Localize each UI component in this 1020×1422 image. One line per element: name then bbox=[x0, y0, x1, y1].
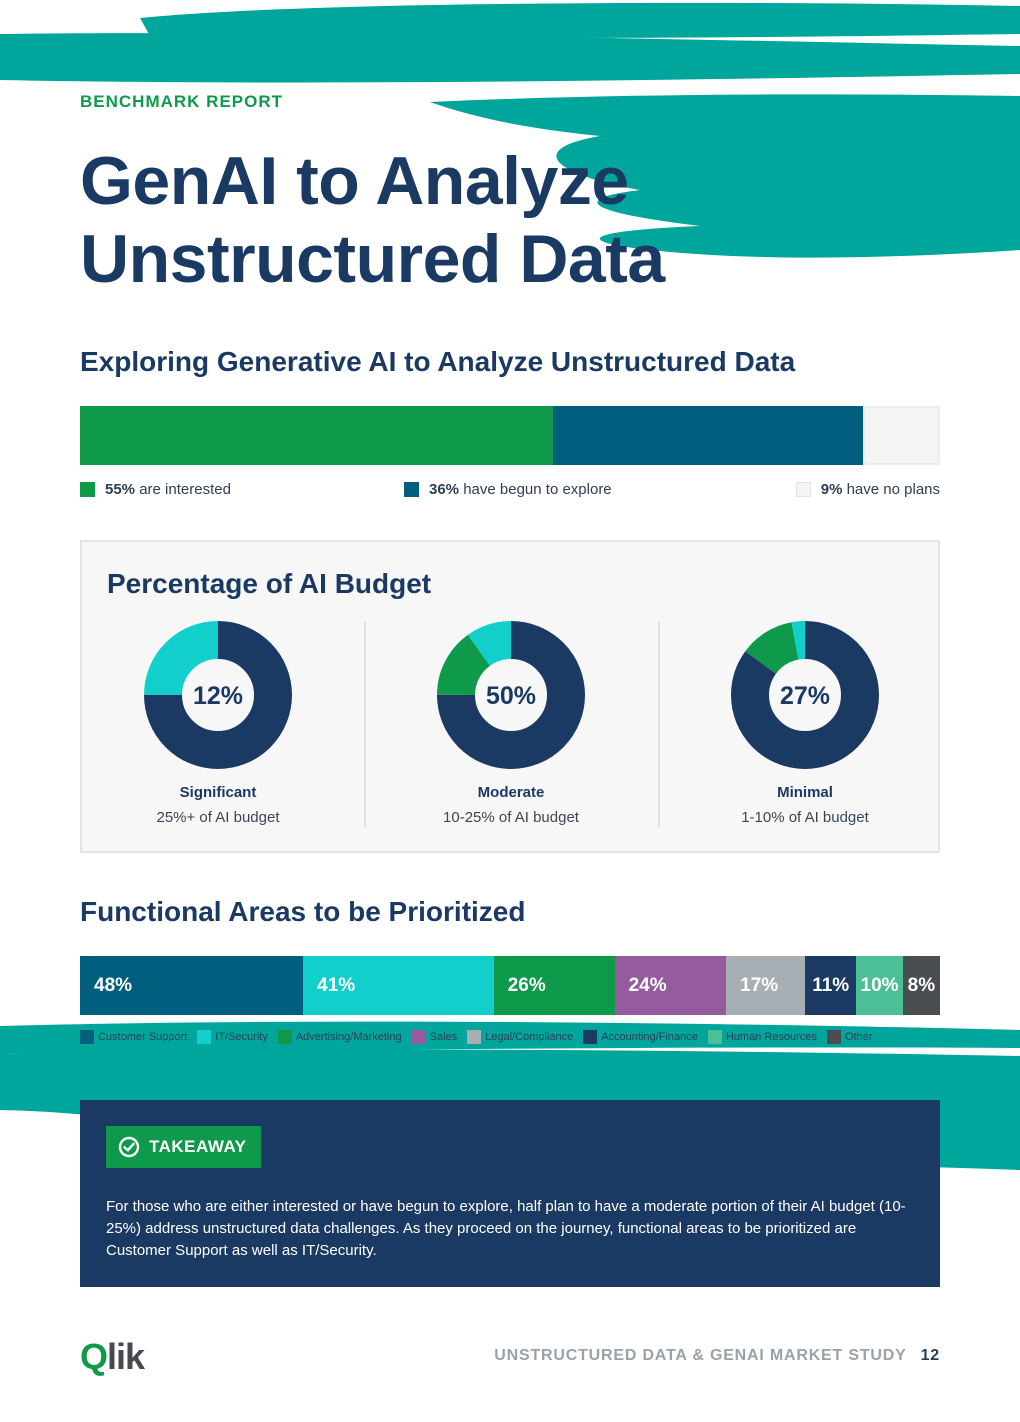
legend-label: Accounting/Finance bbox=[601, 1031, 698, 1043]
legend-label: Other bbox=[844, 1031, 873, 1043]
legend-item-no-plans: 9% have no plans bbox=[795, 481, 940, 498]
donut-sublabel: 25%+ of AI budget bbox=[156, 809, 280, 826]
donut-center-value: 12% bbox=[193, 682, 243, 710]
budget-heading: Percentage of AI Budget bbox=[107, 568, 432, 599]
donut-moderate: 50% Moderate 10-25% of AI budget bbox=[401, 620, 621, 826]
legend-item-interested: 55% are interested bbox=[80, 481, 231, 498]
donut-slice-teal bbox=[144, 621, 292, 769]
card-divider bbox=[658, 622, 660, 827]
budget-card: Percentage of AI Budget 12% Significant … bbox=[80, 540, 940, 853]
takeaway-badge-label: TAKEAWAY bbox=[149, 1137, 247, 1156]
title-line-2: Unstructured Data bbox=[80, 221, 665, 297]
donut-significant: 12% Significant 25%+ of AI budget bbox=[108, 620, 328, 826]
donut-minimal: 27% Minimal 1-10% of AI budget bbox=[695, 620, 915, 826]
legend-text: have begun to explore bbox=[463, 481, 612, 498]
takeaway-badge: TAKEAWAY bbox=[106, 1126, 261, 1168]
donut-chart: 12% bbox=[144, 621, 292, 769]
functional-legend: Customer Support IT/Security Advertising/M… bbox=[80, 1030, 940, 1044]
legend-swatch bbox=[795, 482, 811, 497]
functional-legend-item: Advertising/Marketing bbox=[277, 1030, 402, 1044]
footer-study-title: UNSTRUCTURED DATA & GENAI MARKET STUDY bbox=[494, 1347, 907, 1364]
donut-center-value: 50% bbox=[486, 682, 536, 710]
donut-slice-teal bbox=[437, 621, 585, 769]
donut-sublabel: 1-10% of AI budget bbox=[741, 809, 869, 826]
title-line-1: GenAI to Analyze bbox=[80, 143, 629, 219]
functional-bar-segment: 17% bbox=[726, 956, 806, 1015]
legend-label: Legal/Compliance bbox=[485, 1031, 574, 1043]
legend-swatch bbox=[80, 482, 95, 497]
donut-sublabel: 10-25% of AI budget bbox=[443, 809, 579, 826]
legend-swatch bbox=[467, 1030, 482, 1044]
report-eyebrow: BENCHMARK REPORT bbox=[80, 92, 283, 111]
legend-label: Customer Support bbox=[98, 1031, 188, 1043]
legend-swatch bbox=[197, 1030, 212, 1044]
page-number: 12 bbox=[920, 1347, 940, 1364]
functional-legend-item: Sales bbox=[411, 1030, 458, 1044]
functional-bar-segment: 26% bbox=[493, 956, 615, 1015]
functional-legend-item: Legal/Compliance bbox=[467, 1030, 573, 1044]
donut-label: Significant bbox=[179, 784, 257, 801]
functional-stacked-bar: 48% 41% 26% 24% 17% 11% 10% 8% bbox=[80, 956, 940, 1015]
interest-bar-segment bbox=[862, 406, 940, 465]
interest-stacked-bar bbox=[80, 406, 940, 465]
page-title: GenAI to Analyze Unstructured Data bbox=[80, 142, 665, 298]
legend-swatch bbox=[80, 1030, 94, 1044]
legend-pct: 9% bbox=[820, 481, 843, 498]
check-circle-icon bbox=[118, 1136, 140, 1158]
donut-slice-teal bbox=[731, 621, 879, 769]
functional-legend-item: Customer Support bbox=[80, 1030, 187, 1044]
takeaway-panel: TAKEAWAY For those who are either intere… bbox=[80, 1100, 940, 1287]
functional-legend-item: IT/Security bbox=[197, 1030, 268, 1044]
functional-bar-segment: 48% bbox=[80, 956, 304, 1015]
donut-center-value: 27% bbox=[780, 682, 830, 710]
functional-legend-item: Human Resources bbox=[707, 1030, 817, 1044]
donut-chart: 27% bbox=[731, 621, 879, 769]
legend-text: are interested bbox=[139, 481, 231, 498]
legend-swatch bbox=[411, 1030, 426, 1044]
legend-label: Advertising/Marketing bbox=[295, 1031, 402, 1043]
legend-swatch bbox=[583, 1030, 598, 1044]
legend-label: Human Resources bbox=[725, 1031, 817, 1043]
functional-legend-item: Other bbox=[826, 1030, 873, 1044]
card-divider bbox=[364, 622, 366, 827]
legend-swatch bbox=[277, 1030, 292, 1044]
donut-label: Minimal bbox=[777, 784, 833, 801]
functional-bar-segment: 41% bbox=[303, 956, 494, 1015]
legend-label: Sales bbox=[429, 1031, 458, 1043]
functional-bar-segment: 8% bbox=[902, 956, 940, 1015]
legend-swatch bbox=[404, 482, 419, 497]
donut-chart: 50% bbox=[437, 621, 585, 769]
donut-label: Moderate bbox=[477, 784, 545, 801]
legend-pct: 36% bbox=[429, 481, 460, 498]
functional-bar-segment: 24% bbox=[614, 956, 727, 1015]
exploring-heading: Exploring Generative AI to Analyze Unstr… bbox=[80, 346, 796, 377]
legend-text: have no plans bbox=[846, 481, 940, 498]
functional-legend-item: Accounting/Finance bbox=[583, 1030, 698, 1044]
functional-bar-segment: 11% bbox=[805, 956, 857, 1015]
interest-legend: 55% are interested 36% have begun to exp… bbox=[80, 481, 940, 499]
footer: UNSTRUCTURED DATA & GENAI MARKET STUDY 12 bbox=[494, 1347, 940, 1365]
functional-bar-segment: 10% bbox=[856, 956, 903, 1015]
legend-item-explore: 36% have begun to explore bbox=[404, 481, 612, 498]
legend-swatch bbox=[707, 1030, 722, 1044]
legend-swatch bbox=[826, 1030, 841, 1044]
legend-pct: 55% bbox=[105, 481, 136, 498]
takeaway-text: For those who are either interested or h… bbox=[106, 1198, 906, 1259]
qlik-logo: Qlik bbox=[80, 1336, 145, 1377]
functional-heading: Functional Areas to be Prioritized bbox=[80, 896, 526, 927]
legend-label: IT/Security bbox=[215, 1031, 268, 1043]
interest-bar-segment bbox=[553, 406, 863, 465]
interest-bar-segment bbox=[80, 406, 553, 465]
